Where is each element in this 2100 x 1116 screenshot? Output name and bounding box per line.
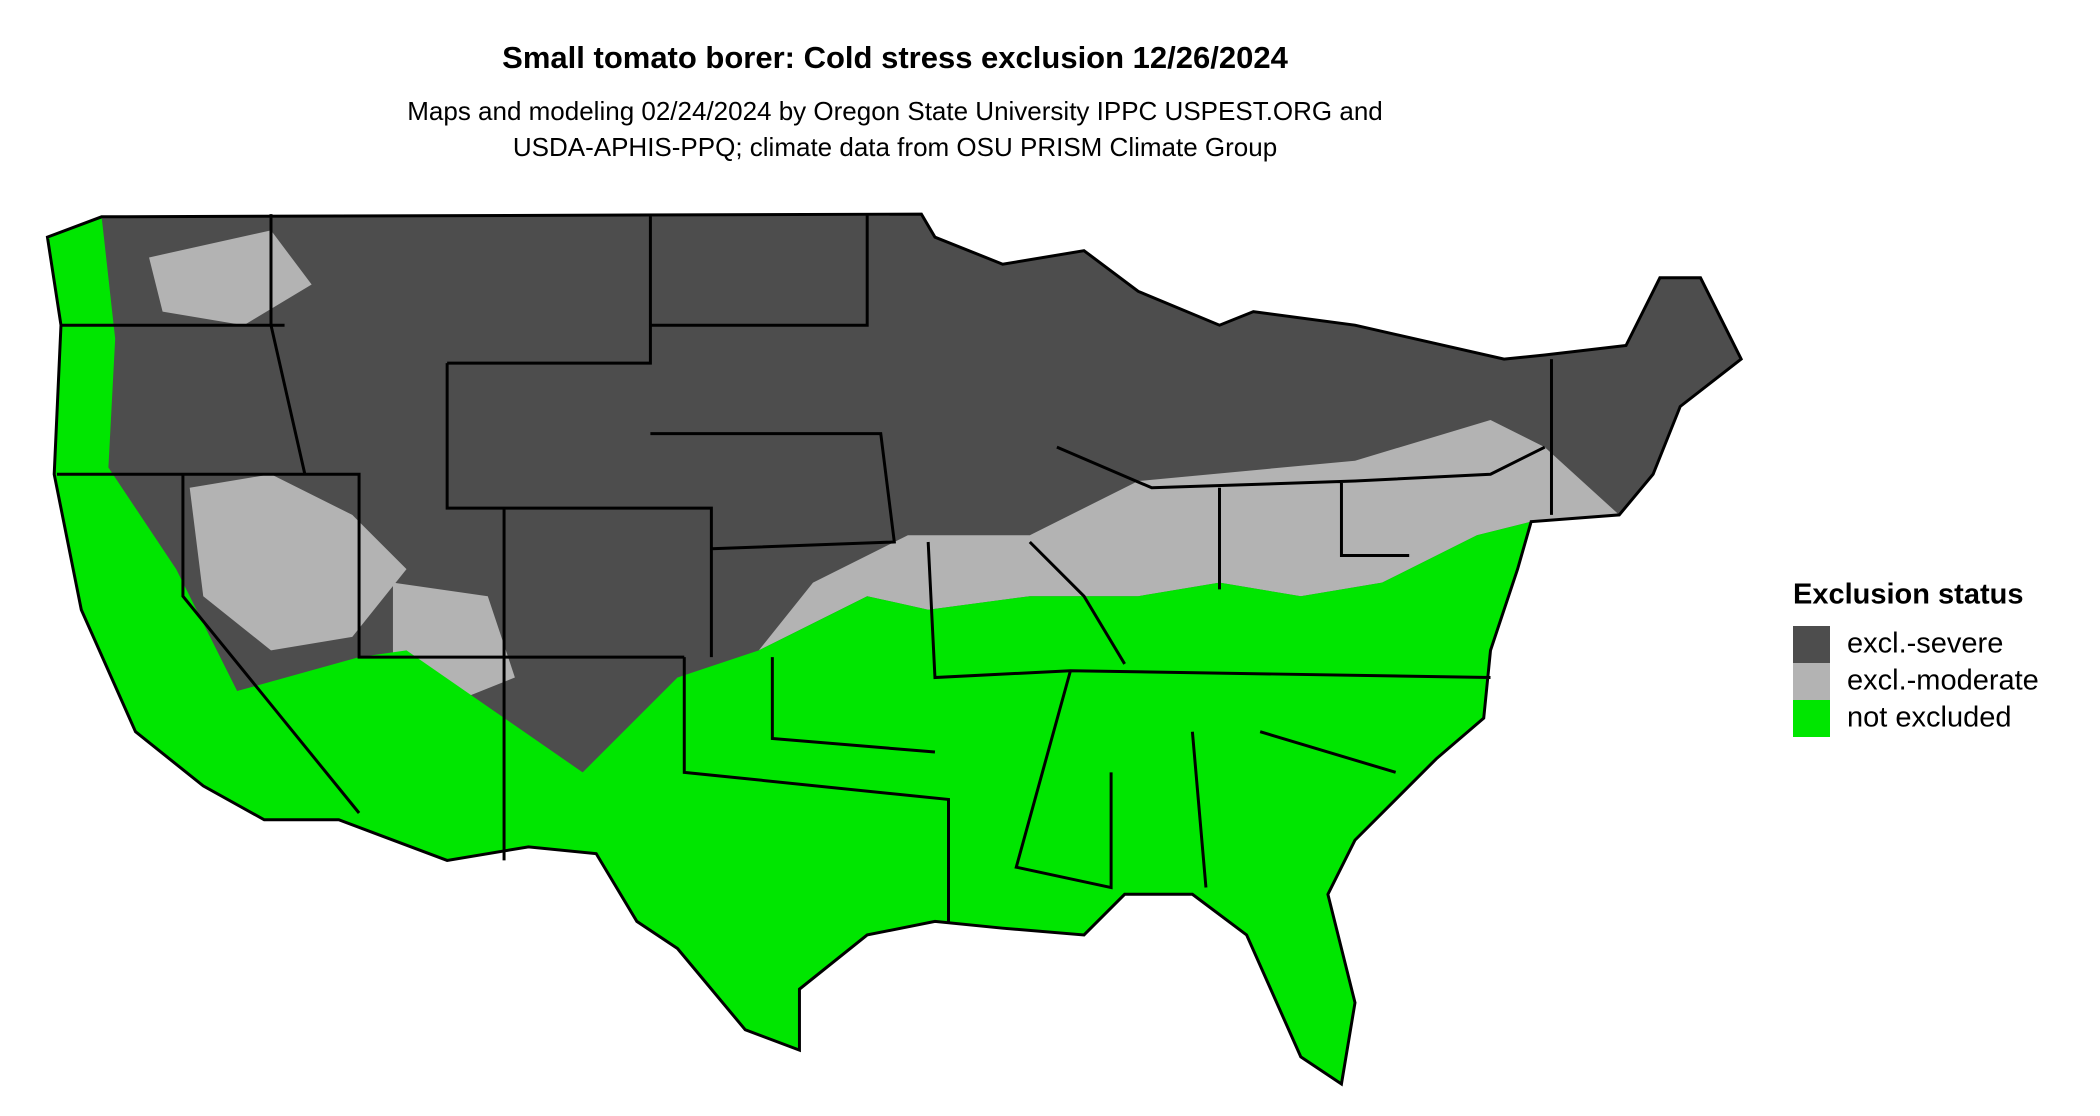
us-map <box>45 212 1744 1087</box>
legend-label: not excluded <box>1847 702 2011 734</box>
legend-label: excl.-moderate <box>1847 665 2039 697</box>
state-borders <box>45 212 1744 1087</box>
legend: excl.-severe excl.-moderate not excluded <box>1793 626 2039 737</box>
legend-swatch <box>1793 700 1830 737</box>
zone-moderate <box>149 230 1620 705</box>
legend-swatch <box>1793 626 1830 663</box>
subtitle-line: Maps and modeling 02/24/2024 by Oregon S… <box>407 96 1383 126</box>
legend-title: Exclusion status <box>1793 579 2023 611</box>
map-title: Small tomato borer: Cold stress exclusio… <box>502 40 1288 75</box>
subtitle-line: USDA-APHIS-PPQ; climate data from OSU PR… <box>513 132 1277 162</box>
legend-label: excl.-severe <box>1847 628 2003 660</box>
zone-not-excluded <box>47 216 1532 1085</box>
legend-swatch <box>1793 663 1830 700</box>
